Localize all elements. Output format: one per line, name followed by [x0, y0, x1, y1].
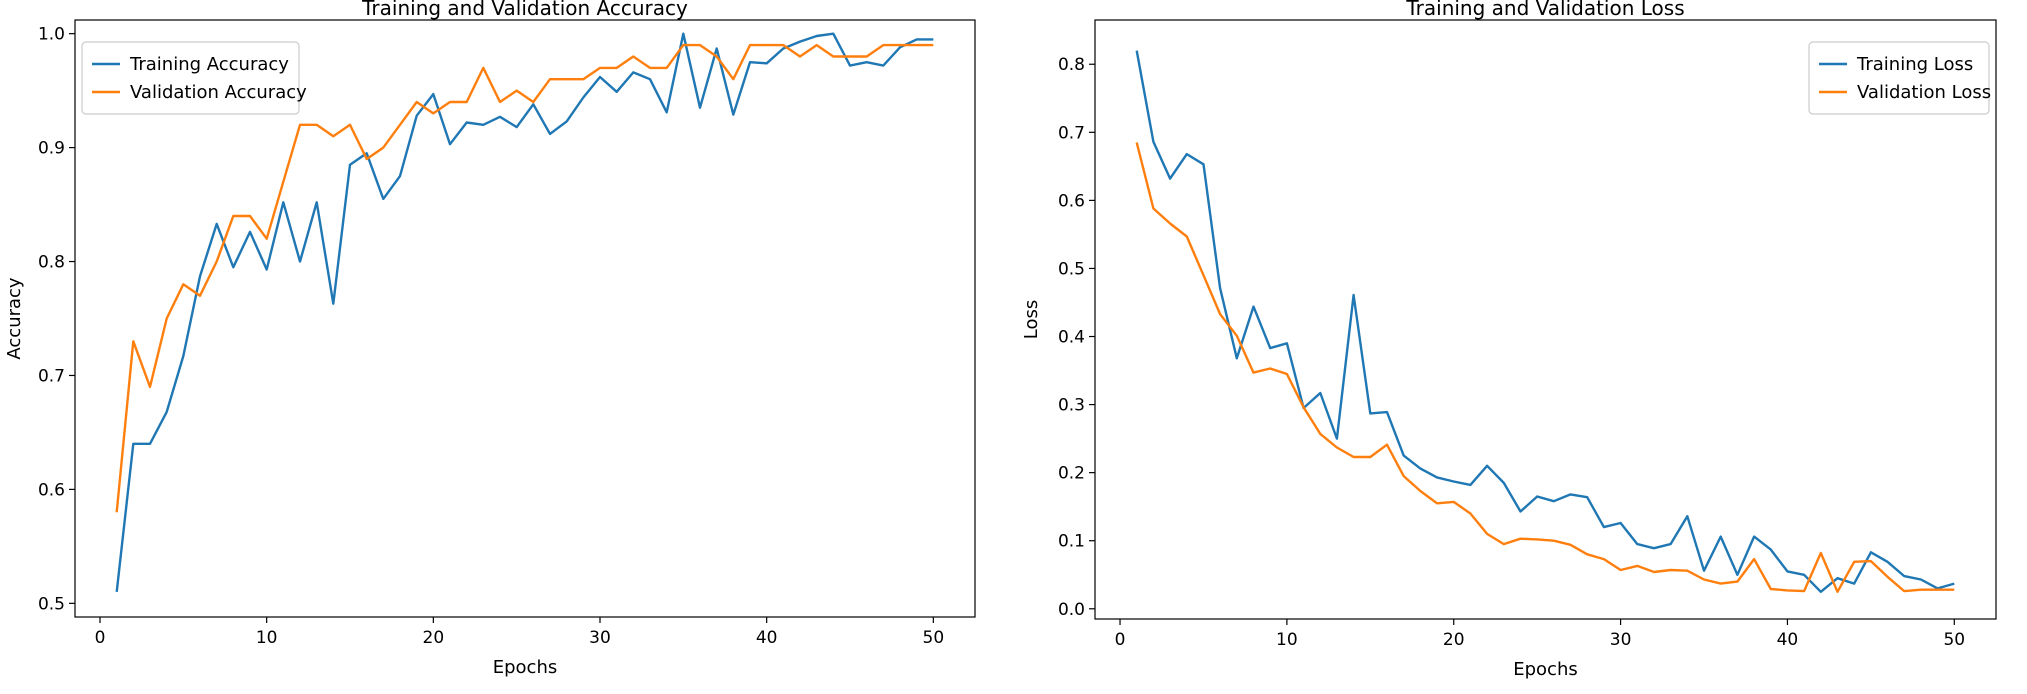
y-tick-label: 0.7 — [38, 366, 65, 386]
series-line-2 — [1135, 142, 1955, 593]
legend-label-1: Training Accuracy — [129, 54, 289, 75]
series-line-1 — [1135, 50, 1955, 593]
y-tick-label: 0.1 — [1058, 532, 1085, 552]
y-tick-label: 0.8 — [38, 253, 65, 273]
plot-frame — [1094, 19, 1997, 620]
legend-box — [81, 41, 300, 115]
x-tick-label: 0 — [95, 628, 106, 648]
plot-frame — [74, 19, 976, 618]
x-tick-label: 20 — [423, 628, 445, 648]
y-tick-label: 0.6 — [38, 480, 65, 500]
series-line-1 — [115, 32, 934, 593]
x-tick-label: 20 — [1443, 630, 1465, 650]
legend-label-1: Training Loss — [1856, 54, 1973, 75]
y-tick-label: 0.5 — [1058, 259, 1085, 279]
legend-box — [1808, 41, 1990, 115]
x-axis-label: Epochs — [493, 657, 558, 678]
x-tick-label: 0 — [1115, 630, 1126, 650]
x-tick-label: 30 — [1610, 630, 1632, 650]
chart-1: Training and Validation Accuracy 0 10 20 30 4… — [4, 0, 976, 678]
x-tick-label: 30 — [589, 628, 611, 648]
legend: Training Accuracy Validation Accuracy — [81, 41, 307, 115]
y-tick-label: 0.6 — [1058, 191, 1085, 211]
legend-label-2: Validation Loss — [1857, 82, 1991, 103]
x-tick-label: 50 — [923, 628, 945, 648]
legend-label-2: Validation Accuracy — [130, 82, 307, 103]
x-axis-label: Epochs — [1513, 659, 1578, 680]
series-line-2 — [115, 43, 934, 513]
chart-title: Training and Validation Loss — [1405, 0, 1684, 20]
y-tick-label: 0.4 — [1058, 328, 1085, 348]
legend: Training Loss Validation Loss — [1808, 41, 1991, 115]
y-tick-label: 0.0 — [1058, 600, 1085, 620]
y-axis-label: Loss — [1021, 300, 1042, 339]
chart-title: Training and Validation Accuracy — [361, 0, 688, 20]
y-tick-label: 0.7 — [1058, 123, 1085, 143]
y-tick-label: 0.3 — [1058, 396, 1085, 416]
x-tick-label: 40 — [756, 628, 778, 648]
x-tick-label: 40 — [1777, 630, 1799, 650]
y-tick-label: 0.9 — [38, 139, 65, 159]
x-tick-label: 50 — [1943, 630, 1965, 650]
y-tick-label: 0.2 — [1058, 464, 1085, 484]
y-tick-label: 0.5 — [38, 594, 65, 614]
x-tick-label: 10 — [1276, 630, 1298, 650]
y-tick-label: 1.0 — [38, 25, 65, 45]
y-axis-label: Accuracy — [4, 277, 25, 360]
chart-2: Training and Validation Loss 0 10 20 30 40 50 0… — [1021, 0, 1997, 680]
y-tick-label: 0.8 — [1058, 55, 1085, 75]
x-tick-label: 10 — [256, 628, 278, 648]
